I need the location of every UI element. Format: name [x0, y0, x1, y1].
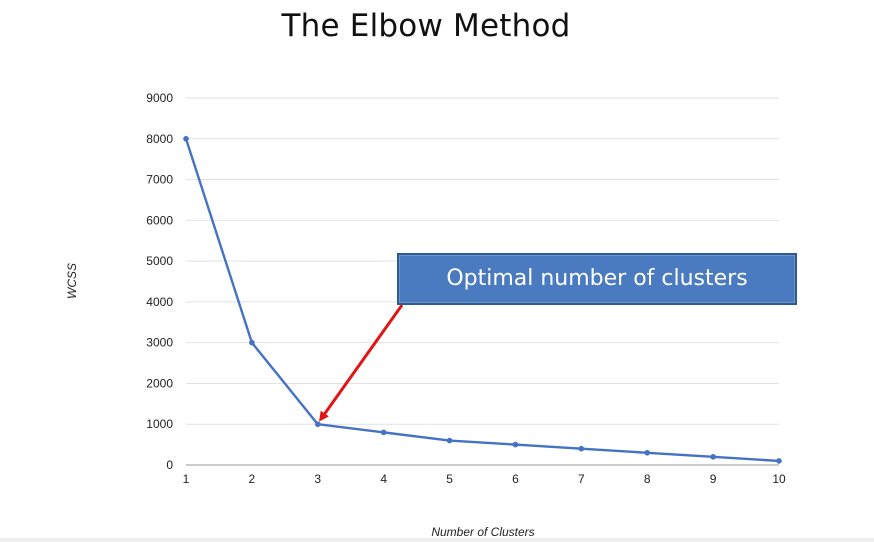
data-point — [512, 441, 519, 448]
x-tick-label: 7 — [578, 472, 585, 486]
y-tick-label: 9000 — [146, 91, 173, 105]
data-point — [644, 449, 651, 456]
y-tick-label: 1000 — [146, 417, 173, 431]
x-tick-label: 10 — [772, 472, 786, 486]
x-tick-label: 6 — [512, 472, 519, 486]
x-tick-label: 8 — [644, 472, 651, 486]
y-tick-label: 3000 — [146, 336, 173, 350]
chart-title: The Elbow Method — [281, 8, 571, 44]
x-tick-label: 4 — [380, 472, 387, 486]
data-point — [446, 437, 453, 444]
data-point — [710, 454, 716, 460]
x-tick-label: 3 — [314, 472, 321, 486]
series-points — [183, 135, 782, 464]
y-tick-label: 0 — [166, 458, 173, 472]
y-tick-label: 2000 — [146, 376, 173, 390]
x-tick-label: 5 — [446, 472, 453, 486]
y-tick-label: 7000 — [146, 173, 173, 187]
y-tick-label: 4000 — [146, 295, 173, 309]
annotation-arrow — [319, 304, 404, 422]
x-tick-label: 1 — [183, 472, 190, 486]
bottom-edge — [0, 538, 874, 542]
data-point — [578, 445, 585, 452]
y-axis-ticks: 0 1000 2000 3000 4000 5000 6000 7000 8000 9000 — [146, 91, 173, 472]
data-point — [314, 421, 321, 428]
series-line-path — [184, 138, 780, 463]
y-tick-label: 5000 — [146, 254, 173, 268]
annotation-callout: Optimal number of clusters — [397, 253, 797, 305]
x-tick-label: 9 — [710, 472, 717, 486]
y-tick-label: 6000 — [146, 213, 173, 227]
series-line — [184, 138, 780, 463]
data-point — [183, 135, 189, 142]
x-axis-title: Number of Clusters — [431, 525, 534, 539]
data-point — [249, 339, 255, 346]
data-point — [380, 429, 387, 436]
data-point — [776, 458, 782, 464]
x-tick-label: 2 — [249, 472, 256, 486]
y-axis-title: WCSS — [65, 263, 79, 299]
annotation-arrow-line — [319, 304, 404, 422]
y-tick-label: 8000 — [146, 132, 173, 146]
x-axis-ticks: 1 2 3 4 5 6 7 8 9 10 — [183, 472, 786, 486]
